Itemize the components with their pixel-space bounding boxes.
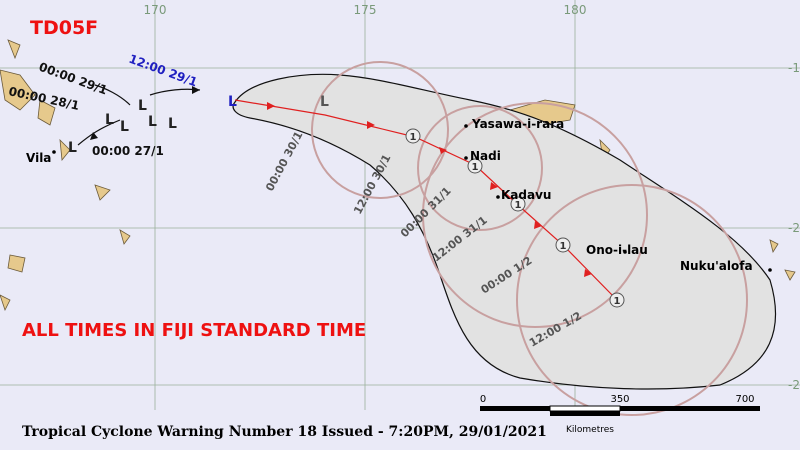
low-symbol: L: [148, 114, 157, 130]
low-symbol: L: [120, 119, 129, 135]
lon-label: 175: [354, 3, 377, 17]
place-label: Nuku'alofa: [680, 259, 753, 273]
place-label: Nadi: [470, 149, 501, 163]
time-note: ALL TIMES IN FIJI STANDARD TIME: [22, 320, 366, 341]
lon-label: 170: [144, 3, 167, 17]
low-symbols: L L L L L L L L: [68, 94, 329, 156]
time-label: 00:00 27/1: [92, 144, 164, 158]
lon-label: 180: [564, 3, 587, 17]
lat-label: -2: [788, 378, 800, 392]
low-symbol: L: [168, 116, 177, 132]
scale-tick: 350: [610, 394, 629, 405]
track-arrows: [267, 102, 592, 277]
place-label: Kadavu: [501, 188, 551, 202]
category-symbol: 1: [614, 296, 621, 307]
category-symbol: 1: [410, 132, 417, 143]
place-label: Ono-i-lau: [586, 243, 648, 257]
lat-label: -1: [788, 61, 800, 75]
low-symbol: L: [105, 112, 114, 128]
low-symbol: L: [320, 94, 329, 110]
places: Vila Yasawa-i-rara Nadi Kadavu Ono-i-lau…: [26, 117, 772, 273]
uncertainty-circles: [311, 61, 748, 416]
footer: Tropical Cyclone Warning Number 18 Issue…: [22, 424, 547, 440]
scale-bar: 0 350 700 Kilometres: [480, 394, 760, 435]
forecast-cone: [232, 73, 777, 390]
place-label: Vila: [26, 151, 51, 165]
scale-tick: 0: [480, 394, 486, 405]
category-symbol: 1: [560, 241, 567, 252]
category-symbol: 1: [472, 162, 479, 173]
low-symbol: L: [228, 94, 237, 110]
lat-label: -2: [788, 221, 800, 235]
scale-unit: Kilometres: [566, 425, 614, 435]
category-symbol: 1: [515, 200, 522, 211]
place-label: Yasawa-i-rara: [471, 117, 564, 131]
scale-tick: 700: [735, 394, 754, 405]
low-symbol: L: [138, 98, 147, 114]
low-symbol: L: [68, 140, 77, 156]
title: TD05F: [30, 17, 98, 39]
category-symbols: 1 1 1 1 1: [405, 128, 625, 308]
